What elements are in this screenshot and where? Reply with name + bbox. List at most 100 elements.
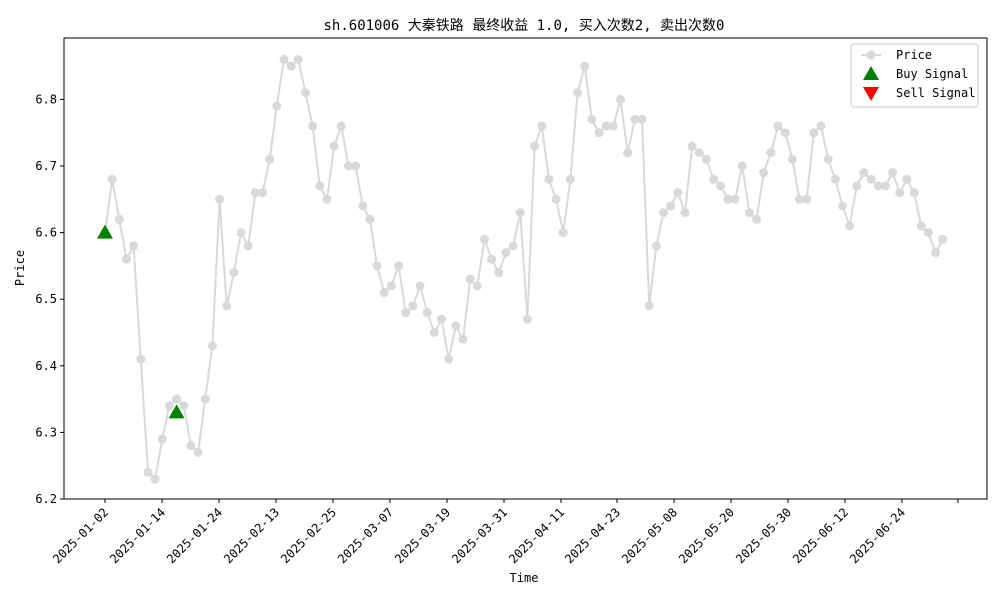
price-point xyxy=(243,241,253,251)
x-tick-label: 2025-05-08 xyxy=(619,505,680,566)
price-point xyxy=(931,248,941,258)
price-point xyxy=(795,194,805,204)
price-point xyxy=(472,281,482,291)
price-point xyxy=(465,274,475,284)
price-point xyxy=(458,334,468,344)
price-point xyxy=(215,194,225,204)
price-point xyxy=(501,248,511,258)
buy-signal-marker xyxy=(97,224,113,239)
price-point xyxy=(143,467,153,477)
price-point xyxy=(401,308,411,318)
price-point xyxy=(809,128,819,138)
price-point xyxy=(107,174,117,184)
x-tick-label: 2025-02-13 xyxy=(221,505,282,566)
price-point xyxy=(895,188,905,198)
buy-signal-marker xyxy=(168,404,185,419)
x-tick-label: 2025-05-30 xyxy=(733,505,794,566)
price-point xyxy=(845,221,855,231)
price-point xyxy=(530,141,540,151)
price-point xyxy=(651,241,661,251)
x-tick-label: 2025-05-20 xyxy=(676,505,737,566)
price-point xyxy=(286,61,296,71)
price-point xyxy=(207,341,217,351)
x-tick-label: 2025-01-24 xyxy=(164,505,225,566)
price-point xyxy=(859,168,869,178)
price-point xyxy=(365,214,375,224)
legend-price-marker xyxy=(866,50,876,60)
price-point xyxy=(630,114,640,124)
x-tick-label: 2025-06-24 xyxy=(847,505,908,566)
price-point xyxy=(508,241,518,251)
price-point xyxy=(422,308,432,318)
price-point xyxy=(229,268,239,278)
price-point xyxy=(129,241,139,251)
price-point xyxy=(179,401,189,411)
price-point xyxy=(666,201,676,211)
price-point xyxy=(766,148,776,158)
price-point xyxy=(616,94,626,104)
price-point xyxy=(623,148,633,158)
price-point xyxy=(687,141,697,151)
legend-sell-label: Sell Signal xyxy=(896,86,975,100)
price-point xyxy=(429,328,439,337)
price-point xyxy=(716,181,726,191)
price-point xyxy=(637,114,647,124)
price-point xyxy=(873,181,883,191)
price-point xyxy=(394,261,404,271)
price-point xyxy=(250,188,260,198)
price-point xyxy=(329,141,339,151)
price-point xyxy=(923,228,933,238)
price-point xyxy=(902,174,912,184)
y-tick-label: 6.4 xyxy=(35,359,57,373)
chart-title: sh.601006 大秦铁路 最终收益 1.0, 买入次数2, 卖出次数0 xyxy=(323,18,724,34)
legend-buy-marker xyxy=(863,66,879,80)
price-point xyxy=(709,174,719,184)
price-point xyxy=(544,174,554,184)
price-point xyxy=(451,321,461,331)
x-tick-label: 2025-03-31 xyxy=(449,505,510,566)
price-point xyxy=(565,174,575,184)
x-tick-label: 2025-01-14 xyxy=(107,505,168,566)
x-axis: 2025-01-022025-01-142025-01-242025-02-13… xyxy=(50,499,959,566)
price-point xyxy=(372,261,382,271)
price-point xyxy=(186,441,196,451)
price-point xyxy=(644,301,654,311)
price-point xyxy=(916,221,926,231)
price-point xyxy=(837,201,847,211)
price-point xyxy=(479,234,489,244)
price-point xyxy=(150,474,160,484)
price-point xyxy=(315,181,325,191)
y-axis: 6.2 6.3 6.4 6.5 6.6 6.7 6.8 xyxy=(35,92,64,506)
price-point xyxy=(723,194,733,204)
x-tick-label: 2025-06-12 xyxy=(790,505,851,566)
price-point xyxy=(172,394,182,404)
price-point xyxy=(580,61,590,71)
price-point xyxy=(594,128,604,138)
price-point xyxy=(938,234,948,244)
x-tick-label: 2025-02-25 xyxy=(278,505,339,566)
price-point xyxy=(200,394,210,404)
price-point xyxy=(386,281,396,291)
price-point xyxy=(852,181,862,191)
x-tick-label: 2025-04-11 xyxy=(506,505,567,566)
price-point xyxy=(759,168,769,178)
price-point xyxy=(601,121,611,131)
price-point xyxy=(587,114,597,124)
price-point xyxy=(522,314,532,324)
price-point xyxy=(157,434,167,444)
price-point xyxy=(193,447,203,457)
price-point xyxy=(823,154,833,164)
price-point xyxy=(258,188,268,198)
price-point xyxy=(773,121,783,131)
series-layer xyxy=(97,54,948,484)
price-point xyxy=(909,188,919,198)
price-point xyxy=(121,254,131,264)
price-point xyxy=(752,214,762,224)
y-tick-label: 6.3 xyxy=(35,425,57,439)
price-point xyxy=(744,208,754,218)
price-point xyxy=(866,174,876,184)
price-point xyxy=(136,354,146,364)
price-point xyxy=(487,254,497,264)
y-tick-label: 6.7 xyxy=(35,159,57,173)
price-point xyxy=(680,208,690,218)
